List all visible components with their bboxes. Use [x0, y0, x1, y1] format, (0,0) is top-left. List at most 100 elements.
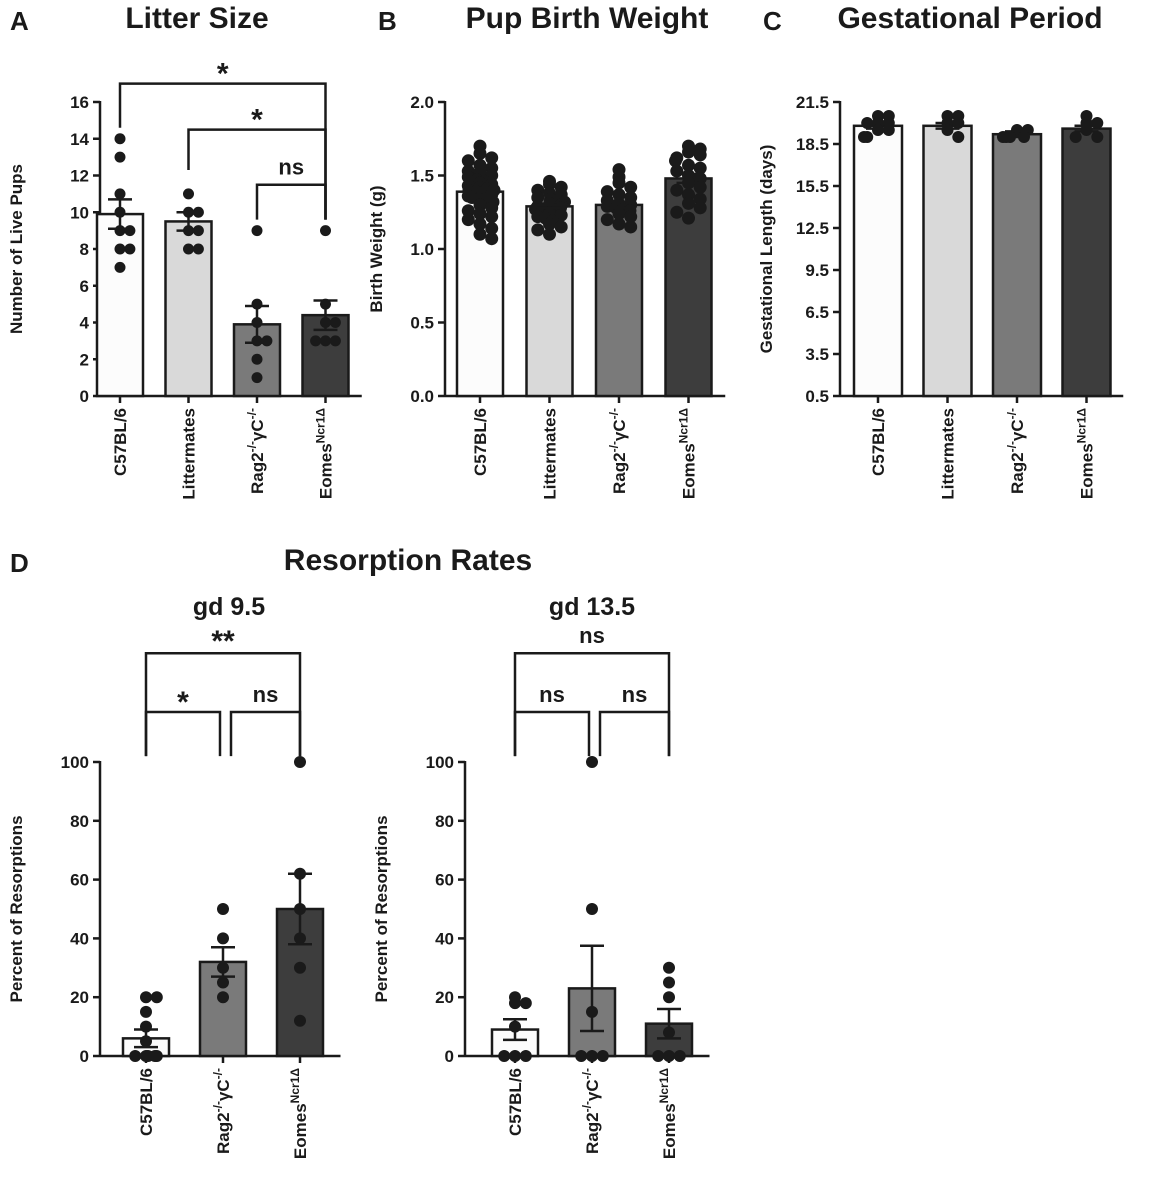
panel-letter-d: D [10, 548, 29, 578]
y-tick-label: 1.5 [410, 167, 434, 186]
data-point [114, 133, 126, 145]
title-gestational-period: Gestational Period [837, 2, 1103, 35]
y-tick-label: 20 [435, 988, 454, 1007]
category-label-2: Rag2-/-γC-/- [1005, 408, 1027, 494]
data-point [673, 1050, 686, 1062]
data-point [149, 1050, 161, 1062]
significance-label: ns [278, 155, 304, 180]
y-tick-label: 12.5 [796, 219, 829, 238]
data-point [1091, 117, 1104, 129]
y-tick-label: 18.5 [796, 135, 829, 154]
data-point [473, 217, 487, 231]
y-axis-label: Birth Weight (g) [367, 185, 386, 312]
significance-label: ns [253, 682, 279, 707]
data-point [612, 217, 626, 231]
category-label-3: EomesNcr1Δ [314, 408, 336, 499]
data-point [509, 1050, 521, 1062]
y-tick-label: 8 [80, 240, 89, 259]
y-tick-label: 6.5 [805, 303, 829, 322]
category-label-3: EomesNcr1Δ [1075, 408, 1097, 499]
y-tick-label: 0 [445, 1047, 454, 1066]
y-tick-label: 80 [70, 812, 89, 831]
data-point [294, 961, 306, 974]
category-label-0: C57BL/6 [137, 1068, 156, 1136]
panel-letter-c: C [763, 6, 782, 36]
y-tick-label: 20 [70, 988, 89, 1007]
y-tick-label: 2.0 [410, 93, 434, 112]
panel-letter-a: A [10, 6, 29, 36]
y-tick-label: 60 [70, 871, 89, 890]
category-label-3: EomesNcr1Δ [677, 408, 699, 499]
category-label-0: C57BL/6 [471, 408, 490, 476]
y-tick-label: 12 [70, 167, 89, 186]
data-point [1091, 131, 1104, 143]
y-axis-label: Percent of Resorptions [7, 815, 26, 1002]
y-tick-label: 21.5 [796, 93, 829, 112]
data-point [586, 756, 598, 768]
data-point [114, 188, 126, 200]
data-point [575, 1050, 588, 1062]
data-point [670, 205, 684, 219]
data-point [183, 243, 194, 255]
chart-pup-birth-weight: Birth Weight (g) 0.0 0.5 1.0 1.5 2.0 C57BL/6 Li… [367, 93, 726, 500]
y-tick-label: 10 [70, 203, 89, 222]
data-point [612, 207, 626, 221]
bar [991, 132, 1043, 398]
significance-bracket [255, 183, 327, 220]
category-label-1: Littermates [541, 408, 560, 500]
significance-bracket [144, 651, 302, 757]
y-tick-label: 40 [70, 929, 89, 948]
data-point [693, 161, 707, 175]
data-point [882, 124, 895, 136]
significance-label: ns [622, 682, 648, 707]
y-axis-label: Percent of Resorptions [372, 815, 391, 1002]
data-point [294, 756, 306, 768]
y-tick-label: 60 [435, 871, 454, 890]
data-point [586, 1050, 598, 1062]
data-point [461, 154, 475, 168]
data-point [192, 243, 204, 255]
significance-bracket [229, 710, 302, 757]
data-point [473, 146, 487, 160]
bar [852, 124, 904, 398]
title-pup-birth-weight: Pup Birth Weight [465, 2, 709, 35]
chart-gestational-period: Gestational Length (days) 0.5 3.5 6.5 9.5 12.… [757, 93, 1124, 500]
data-point [652, 1050, 665, 1062]
data-point [114, 243, 126, 255]
data-point [693, 201, 707, 215]
data-point [543, 227, 556, 241]
category-label-2: Rag2-/-γC-/- [245, 408, 267, 494]
data-point [596, 1050, 609, 1062]
data-point [682, 196, 695, 210]
data-point [485, 232, 499, 246]
chart-resorption-gd-9-5: Percent of Resorptions 0 20 40 60 80 100 C57BL/… [7, 625, 341, 1159]
significance-bracket [118, 82, 327, 220]
data-point [150, 991, 163, 1004]
data-point [670, 164, 684, 178]
title-resorption-rates: Resorption Rates [283, 544, 533, 577]
data-point [624, 180, 638, 194]
data-point [531, 223, 545, 237]
data-point [941, 124, 954, 136]
bar [95, 212, 145, 398]
category-label-0: C57BL/6 [111, 408, 130, 476]
data-point [129, 1050, 142, 1062]
significance-label: ** [211, 625, 235, 658]
y-axis-label: Gestational Length (days) [757, 145, 776, 354]
data-point [952, 131, 965, 143]
data-point [663, 1050, 675, 1062]
category-label-2: EomesNcr1Δ [288, 1068, 310, 1159]
significance-label: ns [579, 623, 605, 648]
category-label-1: Littermates [180, 408, 199, 500]
category-label-0: C57BL/6 [869, 408, 888, 476]
data-point [114, 261, 126, 273]
title-litter-size: Litter Size [125, 2, 269, 35]
bar [1061, 127, 1112, 398]
data-point [251, 353, 263, 365]
data-point [329, 317, 341, 328]
y-tick-label: 2 [80, 350, 89, 369]
data-point [114, 151, 126, 163]
data-point [485, 151, 499, 165]
data-point [682, 158, 695, 172]
